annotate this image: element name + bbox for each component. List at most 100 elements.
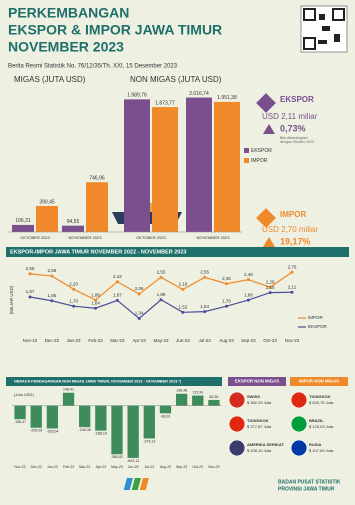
point [28, 295, 32, 299]
footer-org: BADAN PUSAT STATISTIK [278, 479, 341, 485]
value-label: 1.951,38 [217, 95, 237, 101]
x-tick-label: Oct-23 [193, 465, 204, 469]
summary-label: IMPOR [280, 210, 306, 219]
flag [228, 391, 246, 409]
country-name: SWISS [247, 394, 260, 399]
point [50, 299, 54, 303]
value-label: -156,47 [14, 420, 26, 424]
qr-code [300, 5, 348, 53]
bar [46, 405, 59, 429]
legend-label: IMPOR [251, 158, 268, 164]
value-label: 1.873,77 [155, 100, 175, 106]
x-tick-label: May-23 [153, 338, 169, 343]
bar [12, 224, 34, 232]
bar [192, 395, 204, 406]
value-label: 2,36 [222, 276, 231, 281]
bar [186, 97, 212, 233]
bar [14, 405, 26, 420]
value-label: 2,20 [69, 281, 78, 286]
point [159, 275, 163, 279]
x-tick-label: Apr-23 [132, 338, 146, 343]
export-summary: EKSPOR USD 2,11 miliar 0,73% Bila diband… [256, 93, 318, 144]
panel-title: IMPOR NON MIGAS [299, 379, 339, 384]
value-label: 1.989,76 [127, 93, 147, 99]
point [115, 280, 119, 284]
x-tick-label: Nov-22 [14, 465, 25, 469]
bar [95, 405, 107, 431]
x-tick-label: Apr-23 [96, 465, 107, 469]
value-label: 2,42 [113, 274, 122, 279]
point [50, 274, 54, 278]
x-tick-label: Jun-23 [176, 338, 190, 343]
bar [36, 205, 58, 232]
country-value: $ 277,87 Juta [247, 424, 272, 429]
group-label: NON MIGAS (JUTA USD) [130, 75, 222, 84]
x-tick-label: Mar-23 [79, 465, 90, 469]
value-label: 1,64 [91, 300, 100, 305]
value-label: 746,96 [89, 176, 105, 182]
x-tick-label: Jan-23 [67, 338, 81, 343]
point [225, 282, 228, 286]
value-label: 106,31 [15, 218, 31, 224]
x-tick-label: Dec-22 [31, 465, 42, 469]
summary-change: 19,17% [280, 236, 311, 246]
title-line: PERKEMBANGAN [8, 5, 129, 21]
country-value: $ 125,03 Juta [309, 424, 334, 429]
bar [214, 101, 240, 233]
value-label: -603,13 [127, 459, 139, 463]
x-tick-label: Feb-23 [63, 465, 74, 469]
flag [290, 439, 308, 457]
value-label: 65,36 [209, 395, 218, 399]
point [72, 304, 76, 308]
value-label: 2,10 [266, 285, 275, 290]
section-title: EKSPOR-IMPOR JAWA TIMUR NOVEMBER 2022 - … [10, 249, 186, 255]
flag [228, 439, 246, 457]
value-label: 1,70 [222, 298, 231, 303]
country-value: $ 208,10 Juta [247, 448, 272, 453]
bar [124, 99, 150, 232]
summary-value: USD 2,11 miliar [262, 112, 318, 121]
y-axis-label: (MILIAR USD) [9, 285, 14, 314]
point [28, 272, 32, 276]
value-label: 148,41 [63, 388, 74, 392]
legend-label: IMPOR [308, 315, 324, 320]
x-tick-label: Mar-23 [110, 338, 125, 343]
bar [62, 225, 84, 232]
point [203, 275, 207, 279]
point [72, 287, 76, 291]
point [225, 304, 228, 308]
value-label: 2,55 [157, 269, 166, 274]
value-label: 115,99 [192, 391, 203, 395]
value-label: 1,89 [157, 292, 166, 297]
summary-note: Bila dibandingkan [280, 136, 308, 140]
bar [86, 182, 108, 232]
point [203, 310, 207, 314]
x-tick-label: Jul-23 [145, 465, 155, 469]
x-tick-label: Jan-23 [47, 465, 58, 469]
value-label: -88,91 [160, 414, 170, 418]
point [181, 288, 185, 292]
country-name: AMERIKA SERIKAT [247, 442, 284, 447]
x-tick-label: Aug-23 [160, 465, 171, 469]
point [94, 306, 97, 310]
x-tick-label: NOVEMBER 2023 [197, 235, 231, 240]
value-label: 2.016,74 [189, 91, 209, 97]
point [159, 298, 163, 302]
value-label: 1,87 [113, 293, 122, 298]
value-label: 2,59 [47, 268, 56, 273]
summary-label: EKSPOR [280, 95, 314, 104]
value-label: 2,65 [26, 266, 35, 271]
point [94, 298, 97, 302]
section-title: NERACA PERDAGANGAN NON MIGAS JAWA TIMUR,… [14, 380, 182, 384]
panel-header [290, 377, 348, 386]
country-name: TIONGKOK [309, 394, 331, 399]
value-label: 2,06 [135, 286, 144, 291]
value-label: 94,55 [67, 219, 80, 225]
value-label: 136,48 [176, 389, 187, 393]
x-tick-label: OKTOBER 2023 [136, 235, 166, 240]
x-tick-label: OKTOBER 2023 [20, 235, 50, 240]
value-label: 2,19 [178, 282, 187, 287]
country-panels: EKSPOR NON MIGAS SWISS$ 382,25 Juta TIONGK… [228, 377, 348, 457]
value-label: 1,97 [26, 289, 35, 294]
